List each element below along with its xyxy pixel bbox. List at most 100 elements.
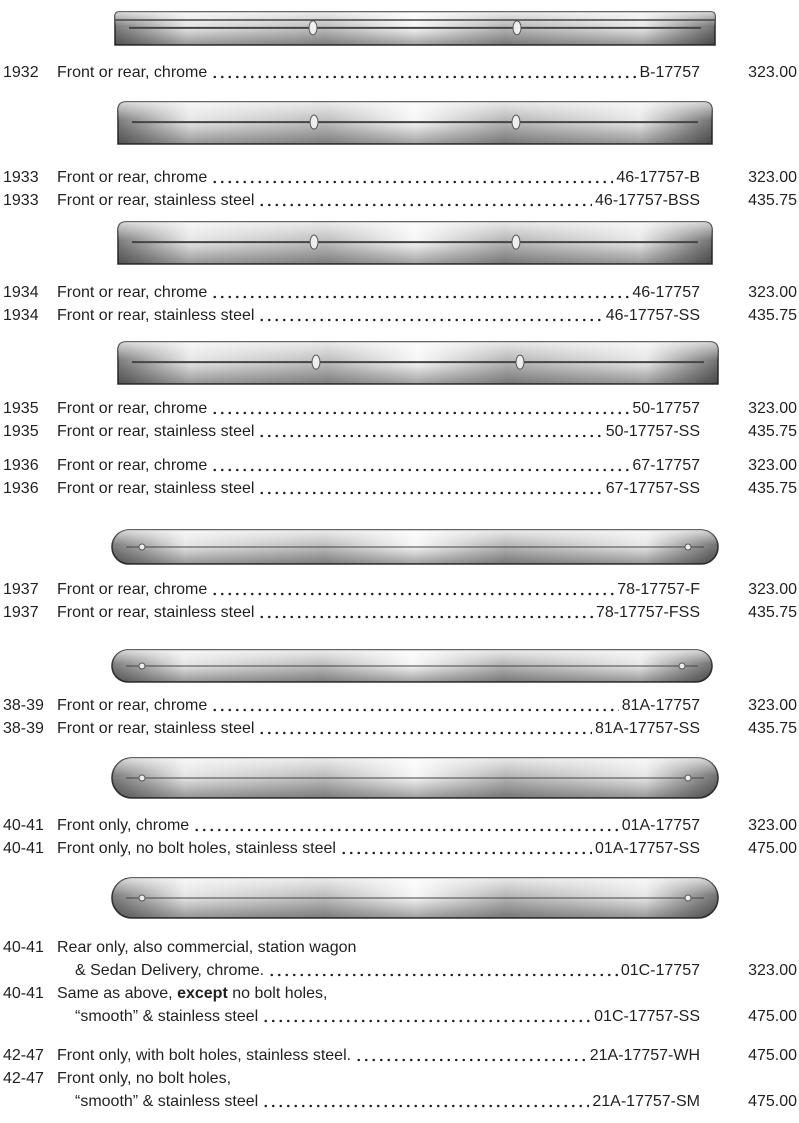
dot-leader xyxy=(258,615,593,619)
part-number: 01C-17757-SS xyxy=(594,1008,700,1025)
bolt xyxy=(311,354,321,370)
year: 1936 xyxy=(3,480,39,497)
price: 323.00 xyxy=(748,962,797,979)
description: Front or rear, stainless steel xyxy=(57,720,255,737)
description: Front or rear, stainless steel xyxy=(57,423,255,440)
price: 323.00 xyxy=(748,400,797,417)
description-line: “smooth” & stainless steel 01C-17757-SS xyxy=(75,1008,700,1026)
price: 435.75 xyxy=(748,192,797,209)
description: Front or rear, stainless steel xyxy=(57,307,255,324)
part-number: 01A-17757 xyxy=(621,817,700,834)
description-line: Front or rear, chrome 46-17757-B xyxy=(57,169,700,187)
price: 435.75 xyxy=(748,604,797,621)
year: 40-41 xyxy=(3,817,44,834)
part-number: 46-17757 xyxy=(632,284,700,301)
dot-leader xyxy=(211,411,630,415)
description: Front or rear, stainless steel xyxy=(57,192,255,209)
dot-leader xyxy=(258,318,603,322)
description-line: Front or rear, stainless steel 67-17757-S… xyxy=(57,480,700,498)
description: “smooth” & stainless steel xyxy=(75,1008,259,1025)
description-line: Front or rear, chrome 67-17757 xyxy=(57,457,700,475)
description-line: Front or rear, stainless steel 46-17757-B… xyxy=(57,192,700,210)
year: 1934 xyxy=(3,307,39,324)
bolt xyxy=(138,543,146,551)
emphasis: except xyxy=(177,985,228,1002)
price: 435.75 xyxy=(748,720,797,737)
description-line: Front only, with bolt holes, stainless s… xyxy=(57,1047,700,1065)
description: Rear only, also commercial, station wago… xyxy=(57,939,357,956)
part-number: 01A-17757-SS xyxy=(595,840,700,857)
bolt xyxy=(684,543,692,551)
bumper-illustration xyxy=(111,877,719,919)
description: Front or rear, chrome xyxy=(57,697,208,714)
bolt xyxy=(308,20,318,36)
part-number: 50-17757 xyxy=(632,400,700,417)
bolt xyxy=(515,354,525,370)
description: Front or rear, chrome xyxy=(57,64,208,81)
description: “smooth” & stainless steel xyxy=(75,1093,259,1110)
year: 1935 xyxy=(3,423,39,440)
description: Front only, with bolt holes, stainless s… xyxy=(57,1047,352,1064)
part-number: 46-17757-B xyxy=(616,169,700,186)
year: 1932 xyxy=(3,64,39,81)
price: 435.75 xyxy=(748,423,797,440)
year: 40-41 xyxy=(3,985,44,1002)
bumper-illustration xyxy=(111,529,719,565)
price: 323.00 xyxy=(748,284,797,301)
description-line: Front or rear, chrome 46-17757 xyxy=(57,284,700,302)
year: 1936 xyxy=(3,457,39,474)
price: 435.75 xyxy=(748,307,797,324)
bolt xyxy=(684,894,692,902)
bolt xyxy=(138,894,146,902)
bumper-illustration xyxy=(117,101,713,145)
bolt xyxy=(309,234,319,250)
part-number: 21A-17757-SM xyxy=(592,1093,700,1110)
bumper-illustration xyxy=(117,341,719,385)
bumper-illustration xyxy=(114,11,716,46)
description: Front only, no bolt holes, stainless ste… xyxy=(57,840,336,857)
price: 475.00 xyxy=(748,840,797,857)
price: 475.00 xyxy=(748,1093,797,1110)
bumper-illustration xyxy=(111,757,719,799)
year: 1935 xyxy=(3,400,39,417)
description-line: Front or rear, stainless steel 78-17757-F… xyxy=(57,604,700,622)
description: Front only, no bolt holes, xyxy=(57,1070,232,1087)
description-line: Rear only, also commercial, station wago… xyxy=(57,939,700,957)
dot-leader xyxy=(211,295,630,299)
price: 323.00 xyxy=(748,169,797,186)
price: 475.00 xyxy=(748,1008,797,1025)
description-line: Front or rear, chrome 78-17757-F xyxy=(57,581,700,599)
dot-leader xyxy=(262,1019,592,1023)
description: Front or rear, chrome xyxy=(57,581,208,598)
description-line: & Sedan Delivery, chrome. 01C-17757 xyxy=(75,962,700,980)
description: Front or rear, chrome xyxy=(57,169,208,186)
price: 323.00 xyxy=(748,457,797,474)
bolt xyxy=(138,662,146,670)
description-line: “smooth” & stainless steel 21A-17757-SM xyxy=(75,1093,700,1111)
price: 323.00 xyxy=(748,697,797,714)
description-line: Front only, chrome 01A-17757 xyxy=(57,817,700,835)
bolt xyxy=(512,20,522,36)
description-line: Front or rear, stainless steel 46-17757-S… xyxy=(57,307,700,325)
year: 40-41 xyxy=(3,939,44,956)
bolt xyxy=(678,662,686,670)
description: Front or rear, chrome xyxy=(57,284,208,301)
part-number: 78-17757-FSS xyxy=(595,604,700,621)
description-line: Front only, no bolt holes, stainless ste… xyxy=(57,840,700,858)
description: Front or rear, chrome xyxy=(57,400,208,417)
year: 1937 xyxy=(3,581,39,598)
part-number: B-17757 xyxy=(639,64,701,81)
price: 475.00 xyxy=(748,1047,797,1064)
year: 40-41 xyxy=(3,840,44,857)
part-number: 46-17757-SS xyxy=(605,307,700,324)
dot-leader xyxy=(211,75,637,79)
year: 42-47 xyxy=(3,1047,44,1064)
bumper-illustration xyxy=(111,649,713,683)
bumper-illustration xyxy=(117,221,713,265)
dot-leader xyxy=(258,434,603,438)
part-number: 78-17757-F xyxy=(617,581,700,598)
description-line: Front or rear, chrome 81A-17757 xyxy=(57,697,700,715)
description: Front or rear, chrome xyxy=(57,457,208,474)
bolt xyxy=(684,774,692,782)
